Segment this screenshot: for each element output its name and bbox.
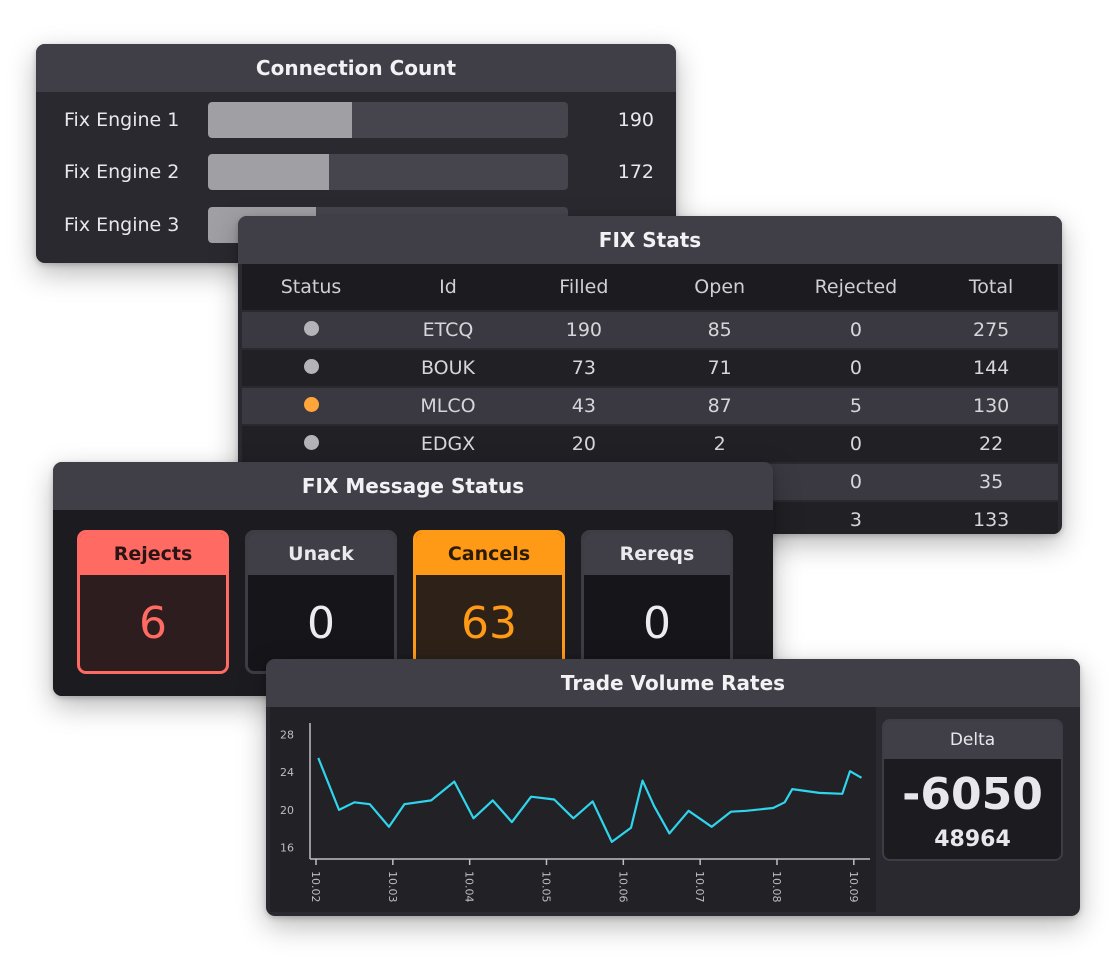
rejects-card[interactable]: Rejects 6 bbox=[77, 530, 229, 674]
connection-bar-fill bbox=[208, 102, 352, 138]
rejects-label: Rejects bbox=[80, 533, 226, 575]
connection-label: Fix Engine 1 bbox=[64, 109, 180, 131]
connection-label: Fix Engine 3 bbox=[64, 214, 180, 236]
id-cell: BOUK bbox=[380, 348, 516, 387]
rejected-cell: 3 bbox=[787, 500, 925, 534]
delta-box: Delta -6050 48964 bbox=[882, 719, 1063, 861]
x-tick-label: 10.02 bbox=[309, 871, 322, 903]
column-header-total[interactable]: Total bbox=[924, 264, 1058, 311]
delta-value: -6050 bbox=[902, 769, 1043, 820]
status-cell bbox=[242, 424, 381, 463]
unack-label: Unack bbox=[248, 533, 394, 575]
y-tick-label: 16 bbox=[280, 842, 294, 855]
status-dot-icon bbox=[303, 321, 319, 336]
x-tick-label: 10.08 bbox=[770, 871, 783, 903]
series-line bbox=[317, 757, 863, 843]
rejected-cell: 0 bbox=[787, 462, 925, 501]
delta-label: Delta bbox=[884, 721, 1061, 759]
trade-volume-panel: Trade Volume Rates 28 24 20 16 10.02 10.03 10.… bbox=[266, 659, 1080, 916]
x-tick-label: 10.06 bbox=[616, 871, 629, 903]
x-tick-label: 10.04 bbox=[463, 871, 476, 903]
table-row[interactable]: MLCO 43 87 5 130 bbox=[242, 386, 1058, 425]
x-tick-label: 10.03 bbox=[386, 871, 399, 903]
status-dot-icon bbox=[303, 359, 319, 374]
y-tick-label: 20 bbox=[280, 804, 294, 817]
connection-value: 190 bbox=[617, 109, 654, 131]
status-dot-icon bbox=[303, 435, 319, 450]
rejected-cell: 0 bbox=[787, 424, 925, 463]
total-cell: 35 bbox=[924, 462, 1058, 501]
x-tick-label: 10.07 bbox=[693, 871, 706, 903]
connection-bar-track bbox=[208, 102, 568, 138]
table-row[interactable]: EDGX 20 2 0 22 bbox=[242, 424, 1058, 463]
connection-bar-fill bbox=[208, 154, 329, 190]
status-cell bbox=[242, 348, 381, 387]
connection-bar-track bbox=[208, 154, 568, 190]
cancels-card[interactable]: Cancels 63 bbox=[413, 530, 565, 674]
fix-message-status-title: FIX Message Status bbox=[53, 462, 773, 510]
id-cell: ETCQ bbox=[380, 310, 516, 349]
connection-row: Fix Engine 2 172 bbox=[64, 154, 654, 190]
status-cell bbox=[242, 310, 381, 349]
filled-cell: 73 bbox=[515, 348, 652, 387]
column-header-filled[interactable]: Filled bbox=[515, 264, 652, 311]
total-cell: 144 bbox=[924, 348, 1058, 387]
id-cell: MLCO bbox=[380, 386, 516, 425]
cancels-label: Cancels bbox=[416, 533, 562, 575]
connection-value: 172 bbox=[617, 161, 654, 183]
x-tick-label: 10.05 bbox=[539, 871, 552, 903]
connection-count-title: Connection Count bbox=[36, 44, 676, 92]
open-cell: 87 bbox=[651, 386, 788, 425]
table-header-row: Status Id Filled Open Rejected Total bbox=[242, 264, 1058, 311]
y-tick-label: 28 bbox=[280, 728, 294, 741]
trade-volume-title: Trade Volume Rates bbox=[266, 659, 1080, 707]
chart-area: 28 24 20 16 10.02 10.03 10.04 10.05 10.06 10.07 10… bbox=[270, 707, 876, 912]
id-cell: EDGX bbox=[380, 424, 516, 463]
status-cell bbox=[242, 386, 381, 425]
connection-count-panel: Connection Count Fix Engine 1 190 Fix En… bbox=[36, 44, 676, 263]
rejected-cell: 0 bbox=[787, 348, 925, 387]
status-dot-icon bbox=[303, 397, 319, 412]
total-cell: 22 bbox=[924, 424, 1058, 463]
trade-volume-chart: 28 24 20 16 10.02 10.03 10.04 10.05 10.06 10.07 10… bbox=[280, 723, 870, 903]
column-header-status[interactable]: Status bbox=[242, 264, 381, 311]
column-header-open[interactable]: Open bbox=[651, 264, 788, 311]
column-header-rejected[interactable]: Rejected bbox=[787, 264, 925, 311]
table-row[interactable]: BOUK 73 71 0 144 bbox=[242, 348, 1058, 387]
y-tick-label: 24 bbox=[280, 766, 294, 779]
connection-label: Fix Engine 2 bbox=[64, 161, 180, 183]
rejected-cell: 0 bbox=[787, 310, 925, 349]
table-row[interactable]: ETCQ 190 85 0 275 bbox=[242, 310, 1058, 349]
cancels-value: 63 bbox=[461, 597, 517, 649]
rereqs-value: 0 bbox=[643, 597, 671, 649]
total-cell: 130 bbox=[924, 386, 1058, 425]
total-cell: 133 bbox=[924, 500, 1058, 534]
open-cell: 2 bbox=[651, 424, 788, 463]
unack-value: 0 bbox=[307, 597, 335, 649]
x-tick-label: 10.09 bbox=[847, 871, 860, 903]
fix-stats-title: FIX Stats bbox=[238, 216, 1062, 264]
filled-cell: 43 bbox=[515, 386, 652, 425]
open-cell: 85 bbox=[651, 310, 788, 349]
delta-sub-value: 48964 bbox=[934, 827, 1011, 852]
filled-cell: 190 bbox=[515, 310, 652, 349]
rejected-cell: 5 bbox=[787, 386, 925, 425]
total-cell: 275 bbox=[924, 310, 1058, 349]
connection-row: Fix Engine 1 190 bbox=[64, 102, 654, 138]
rereqs-card[interactable]: Rereqs 0 bbox=[581, 530, 733, 674]
rejects-value: 6 bbox=[139, 597, 167, 649]
unack-card[interactable]: Unack 0 bbox=[245, 530, 397, 674]
open-cell: 71 bbox=[651, 348, 788, 387]
fix-message-status-panel: FIX Message Status Rejects 6 Unack 0 Can… bbox=[53, 462, 773, 696]
column-header-id[interactable]: Id bbox=[380, 264, 516, 311]
rereqs-label: Rereqs bbox=[584, 533, 730, 575]
filled-cell: 20 bbox=[515, 424, 652, 463]
